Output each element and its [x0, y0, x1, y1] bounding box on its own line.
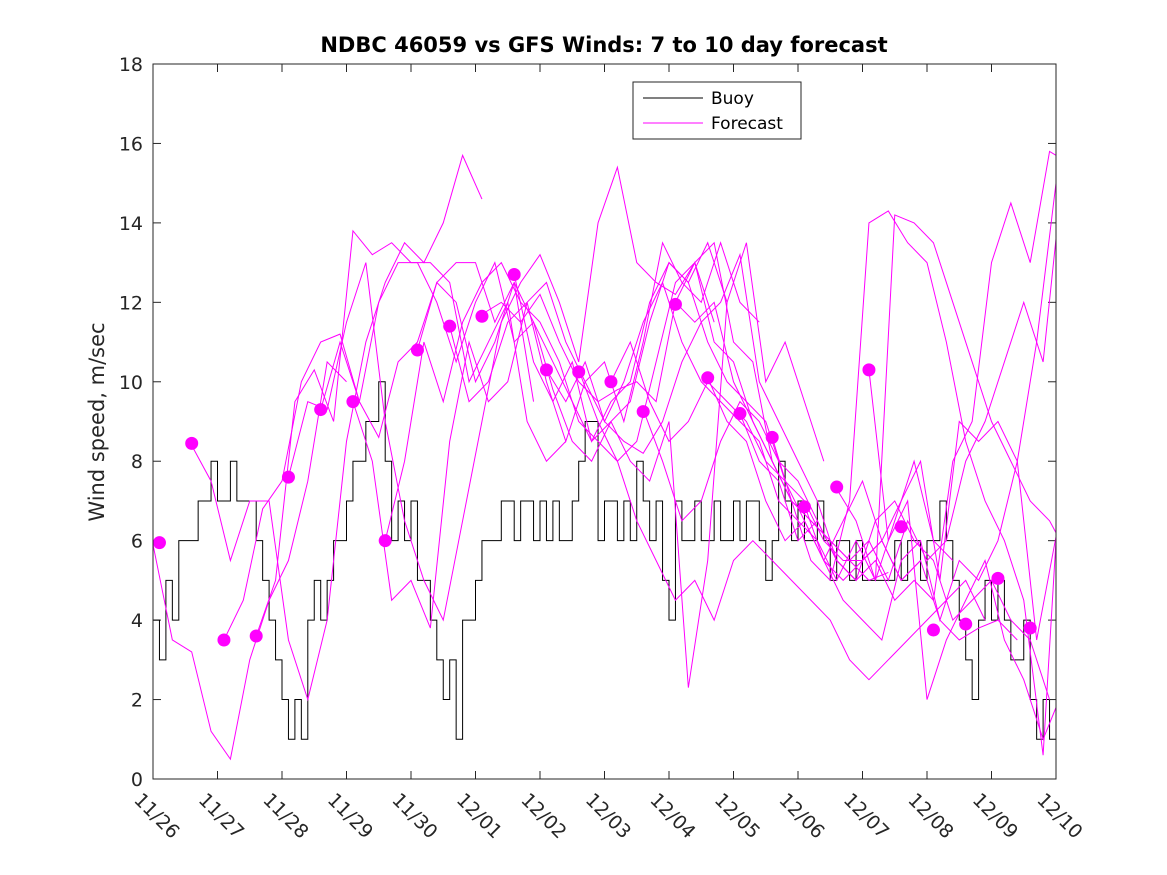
forecast-line-18: [739, 150, 1056, 602]
forecast-line-22: [868, 369, 1056, 741]
forecast-line-12: [546, 281, 954, 582]
y-tick-label: 14: [119, 213, 143, 235]
y-tick-label: 6: [131, 531, 143, 553]
forecast-line-17: [707, 183, 1056, 641]
forecast-point: [475, 309, 489, 323]
y-tick-label: 0: [131, 769, 143, 791]
x-tick-label: 12/02: [516, 789, 570, 843]
forecast-point: [185, 436, 199, 450]
forecast-point: [926, 623, 940, 637]
forecast-point: [862, 363, 876, 377]
y-axis-ticks: 0 2 4 6 8 10 12 14 16 18: [119, 54, 1056, 791]
forecast-point: [1023, 621, 1037, 635]
forecast-point: [281, 470, 295, 484]
forecast-point: [572, 365, 586, 379]
x-tick-label: 11/30: [387, 789, 441, 843]
forecast-line-6: [352, 241, 760, 629]
x-tick-label: 12/08: [903, 789, 957, 843]
forecast-point: [959, 617, 973, 631]
forecast-line-16: [675, 238, 1056, 582]
forecast-point: [797, 500, 811, 514]
x-tick-label: 12/01: [452, 789, 506, 843]
x-tick-label: 11/29: [323, 789, 377, 843]
y-tick-label: 4: [131, 610, 143, 632]
x-tick-label: 12/10: [1032, 789, 1086, 843]
y-tick-label: 2: [131, 690, 143, 712]
forecast-point: [894, 520, 908, 534]
y-axis-label: Wind speed, m/sec: [85, 322, 109, 521]
chart-title: NDBC 46059 vs GFS Winds: 7 to 10 day for…: [320, 33, 887, 57]
plot-area: [153, 150, 1056, 761]
forecast-line-3: [255, 229, 567, 637]
x-tick-label: 12/05: [710, 789, 764, 843]
x-tick-label: 11/26: [129, 789, 183, 843]
forecast-points-group: [153, 268, 1037, 647]
forecast-line-4: [287, 165, 715, 622]
forecast-point: [507, 268, 521, 282]
forecast-point: [539, 363, 553, 377]
forecast-point: [153, 536, 166, 550]
forecast-line-14: [610, 340, 1018, 641]
forecast-point: [410, 343, 424, 357]
forecast-line-2: [223, 281, 535, 641]
forecast-point: [604, 375, 618, 389]
x-tick-label: 11/28: [258, 789, 312, 843]
forecast-line-21: [836, 214, 1056, 581]
forecast-point: [636, 405, 650, 419]
y-tick-label: 18: [119, 54, 143, 76]
forecast-line-8: [416, 242, 825, 688]
forecast-point: [830, 480, 844, 494]
forecast-point: [249, 629, 263, 643]
forecast-line-13: [578, 369, 986, 681]
forecast-point: [346, 395, 360, 409]
legend-forecast-label: Forecast: [711, 114, 783, 134]
x-tick-label: 12/06: [774, 789, 828, 843]
forecast-point: [733, 407, 747, 421]
forecast-point: [217, 633, 231, 647]
forecast-point: [314, 403, 328, 417]
forecast-point: [701, 371, 715, 385]
legend: Buoy Forecast: [632, 81, 802, 140]
y-tick-label: 10: [119, 372, 143, 394]
y-tick-label: 8: [131, 451, 143, 473]
y-tick-label: 12: [119, 292, 143, 314]
forecast-point: [765, 430, 779, 444]
forecast-line-1: [191, 153, 483, 702]
x-tick-label: 11/27: [194, 789, 248, 843]
forecast-line-15: [642, 400, 1051, 700]
plot-frame: [152, 63, 1057, 780]
forecast-point: [443, 319, 457, 333]
forecast-line-5: [320, 241, 728, 463]
legend-buoy-label: Buoy: [711, 89, 754, 109]
y-tick-label: 16: [119, 133, 143, 155]
x-tick-label: 12/03: [581, 789, 635, 843]
forecast-line-11: [513, 261, 921, 582]
forecast-line-9: [449, 252, 857, 581]
forecast-line-20: [803, 420, 1056, 641]
forecast-line-7: [384, 241, 792, 541]
forecast-line-19: [771, 210, 1056, 756]
forecast-point: [991, 571, 1005, 585]
forecast-point: [668, 297, 682, 311]
x-axis-ticks: 11/26 11/27 11/28 11/29 11/30 12/01 12/02 12/03…: [129, 64, 1087, 843]
legend-box: [632, 81, 802, 140]
x-tick-label: 12/09: [968, 789, 1022, 843]
x-tick-label: 12/07: [839, 789, 893, 843]
forecast-line-0: [153, 360, 347, 761]
forecast-point: [378, 534, 392, 548]
forecast-series-group: [153, 150, 1056, 761]
x-tick-label: 12/04: [645, 789, 699, 843]
